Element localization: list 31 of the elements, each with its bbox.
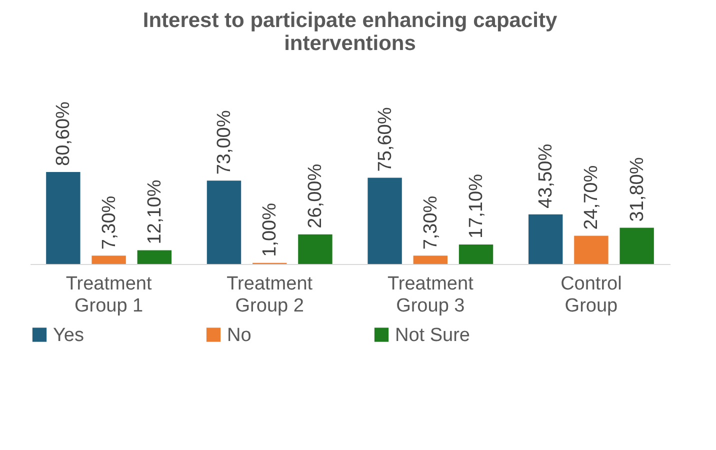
bar [298, 234, 332, 264]
data-label: 31,80% [626, 157, 648, 222]
x-tick-label: Treatment Group 3 [387, 274, 474, 316]
data-label: 75,60% [374, 107, 396, 172]
bar [458, 244, 494, 264]
x-tick-label: Treatment Group 2 [226, 274, 314, 316]
data-label: 80,60% [53, 101, 74, 166]
bar [528, 214, 563, 264]
data-label: 26,00% [305, 164, 326, 228]
bar [137, 250, 172, 264]
data-label: 43,50% [536, 144, 557, 208]
legend-label: Not Sure [395, 324, 470, 346]
x-tick-label: Control Group [560, 274, 622, 316]
data-label: 24,70% [581, 165, 602, 230]
bar [206, 180, 242, 264]
legend-label: Yes [53, 324, 84, 346]
x-tick-label: Treatment Group 1 [66, 274, 152, 316]
data-label: 7,30% [98, 196, 120, 250]
bar [574, 236, 608, 264]
data-label: 12,10% [144, 180, 166, 244]
bar [46, 172, 80, 264]
data-label: 1,00% [260, 202, 281, 257]
data-label: 73,00% [214, 110, 235, 175]
bar [368, 178, 402, 264]
legend-label: No [227, 324, 252, 346]
data-label: 17,10% [466, 174, 488, 238]
bar [92, 256, 126, 264]
bar [413, 256, 448, 264]
chart-title: Interest to participate enhancing capacity interventions [142, 9, 558, 55]
data-label: 7,30% [420, 196, 442, 250]
bar [620, 228, 654, 264]
